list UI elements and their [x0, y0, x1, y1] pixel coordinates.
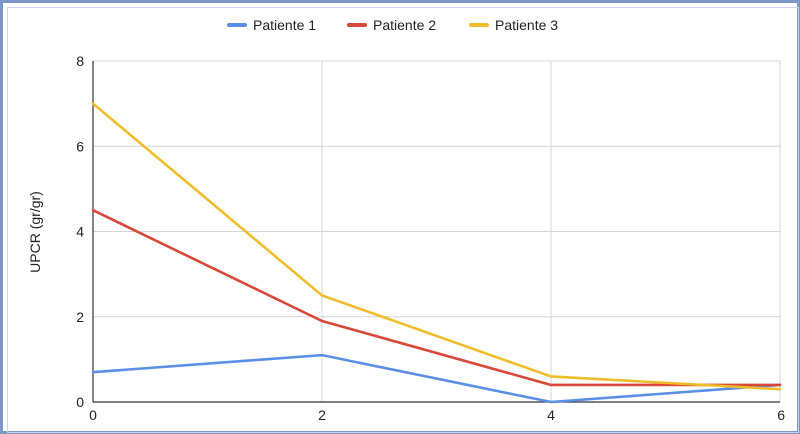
y-tick-label: 6 — [76, 138, 84, 154]
legend-label-3: Patiente 3 — [495, 17, 558, 33]
axes — [92, 61, 780, 403]
series-line-3 — [91, 102, 782, 391]
tick-labels: 0 2 4 6 8 0 2 4 6 — [76, 53, 785, 423]
legend-label-2: Patiente 2 — [373, 17, 436, 33]
x-tick-label: 6 — [777, 407, 785, 423]
y-axis-title: UPCR (gr/gr) — [27, 191, 43, 273]
x-tick-label: 2 — [318, 407, 326, 423]
legend-label-1: Patiente 1 — [253, 17, 316, 33]
grid-lines — [93, 60, 781, 402]
series-line-2 — [91, 208, 782, 387]
series-lines — [91, 102, 782, 404]
chart-inner-frame — [7, 7, 799, 433]
y-tick-label: 8 — [76, 53, 84, 69]
series-line-1 — [91, 353, 782, 404]
y-tick-label: 0 — [76, 394, 84, 410]
x-tick-label: 4 — [547, 407, 555, 423]
x-tick-label: 0 — [89, 407, 97, 423]
legend: Patiente 1 Patiente 2 Patiente 3 — [227, 17, 558, 33]
y-tick-label: 2 — [76, 309, 84, 325]
y-tick-label: 4 — [76, 224, 84, 240]
